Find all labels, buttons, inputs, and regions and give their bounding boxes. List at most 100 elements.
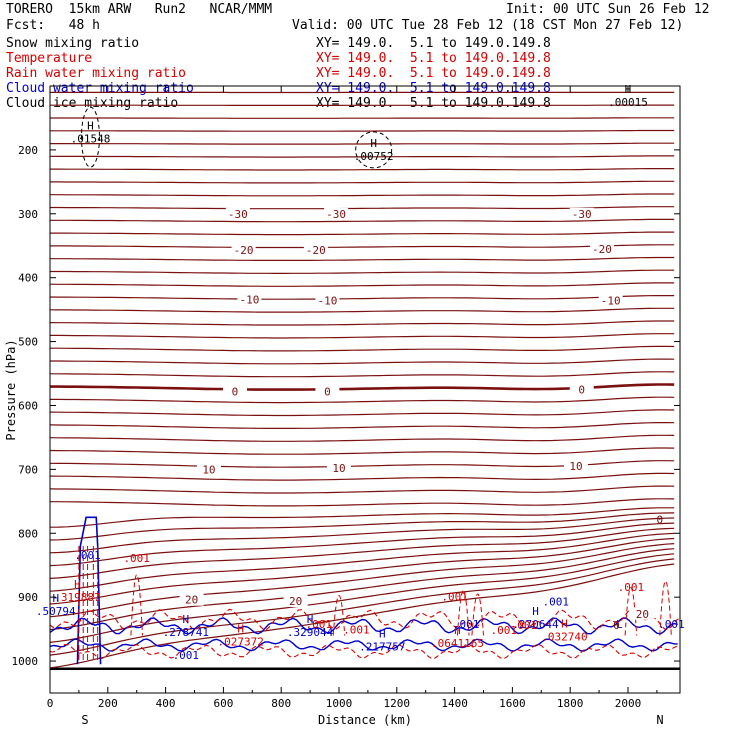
isotherm-label: 20 [636, 608, 649, 621]
isotherm-line [49, 537, 675, 605]
maximum-marker: H [454, 624, 461, 637]
legend-cloud-ice-label: Cloud ice mixing ratio [6, 96, 179, 111]
maximum-marker: H [370, 137, 377, 150]
isotherm-line [49, 307, 675, 313]
maximum-marker: H [87, 120, 94, 133]
maximum-value: .329044 [287, 626, 334, 639]
isotherm-label: 0 [324, 385, 331, 398]
header-fcst: Fcst: 48 h [6, 18, 100, 33]
isotherm-label-bg [303, 244, 328, 257]
maximum-value: .00752 [354, 150, 394, 163]
isotherm-label: 0 [578, 384, 585, 397]
y-tick-label: 900 [18, 591, 38, 604]
isotherm-line [50, 193, 675, 197]
contour-value-label: .001 [658, 618, 685, 631]
maximum-value: .01548 [71, 133, 111, 146]
rain-contour [659, 581, 672, 636]
isotherm-label: -20 [234, 244, 254, 257]
x-tick-label: 600 [213, 697, 233, 710]
isotherm-line [49, 434, 675, 442]
isotherm-label-bg [563, 460, 588, 473]
isotherm-line [50, 333, 675, 339]
y-axis-title: Pressure (hPa) [4, 339, 18, 440]
contour-value-label: L [616, 618, 623, 631]
isotherm-line [50, 396, 675, 404]
isotherm-line [49, 155, 675, 158]
contour-value-label: .001 [618, 581, 645, 594]
isotherm-label: -10 [239, 293, 259, 306]
isotherm-label: -30 [326, 208, 346, 221]
x-tick-label: 1000 [326, 697, 353, 710]
x-axis-title: Distance (km) [318, 713, 412, 727]
rain-contour [332, 595, 346, 636]
isotherm-line [49, 527, 675, 579]
isotherm-line [49, 512, 675, 541]
maximum-value: .50794 [36, 605, 76, 618]
isotherm-line [50, 244, 675, 249]
isotherm-line [49, 320, 675, 326]
contour-value-label: .001 [173, 649, 200, 662]
isotherm-line [49, 553, 675, 643]
isotherm-line [49, 522, 675, 567]
isotherm-line [49, 532, 675, 592]
contour-value-label: .001 [306, 618, 333, 631]
legend-snow-label: Snow mixing ratio [6, 36, 140, 51]
isotherm-label: 10 [202, 463, 215, 476]
maximum-marker: H [52, 592, 59, 605]
rain-contour [49, 643, 680, 660]
contour-value-label: .001 [74, 549, 101, 562]
legend-rain-xy: XY= 149.0. 5.1 to 149.0.149.8 [316, 66, 551, 81]
legend-rain-label: Rain water mixing ratio [6, 66, 187, 81]
x-tick-label: 1600 [499, 697, 526, 710]
south-label: S [81, 713, 88, 727]
isotherm-line [50, 168, 675, 171]
isotherm-label-bg [569, 383, 594, 396]
isotherm-label-bg [225, 207, 250, 220]
isotherm-label-bg [315, 385, 340, 398]
rain-contour [49, 608, 681, 631]
maximum-marker: H [379, 628, 386, 641]
x-tick-label: 1800 [557, 697, 584, 710]
north-label: N [656, 713, 663, 727]
isotherm-line [50, 129, 675, 132]
isotherm-label: 10 [332, 462, 345, 475]
legend-cloud-ice-xy: XY= 149.0. 5.1 to 149.0.149.8 [316, 96, 551, 111]
plot-frame [49, 85, 681, 694]
rain-contour [471, 593, 484, 636]
rain-contour [624, 587, 638, 636]
maximum-marker: H [183, 613, 190, 626]
maximum-value: .032740 [541, 630, 587, 643]
maximum-marker: H [74, 578, 81, 591]
isotherm-line [49, 472, 675, 481]
isotherm-line [50, 180, 675, 184]
isotherm-label: -20 [592, 243, 612, 256]
maximum-marker: H [532, 605, 539, 618]
isotherm-label: -20 [306, 244, 326, 257]
x-tick-label: 200 [98, 697, 118, 710]
isotherm-label-bg [326, 462, 351, 475]
isotherm-line [50, 117, 675, 119]
isotherm-line [49, 548, 675, 631]
isotherm-label-bg [283, 594, 308, 607]
y-tick-label: 500 [18, 336, 38, 349]
isotherm-label-bg [598, 294, 623, 307]
legend-temperature-xy: XY= 149.0. 5.1 to 149.0.149.8 [316, 51, 551, 66]
isotherm-line [50, 498, 675, 507]
y-tick-label: 200 [18, 144, 38, 157]
x-tick-label: 2000 [615, 697, 642, 710]
legend-temperature-label: Temperature [6, 51, 93, 66]
contour-value-label: .001 [123, 552, 150, 565]
isotherm-line [49, 563, 675, 669]
contour-value-label: 0 [613, 619, 620, 632]
maximum-value: .00015 [608, 96, 648, 109]
isotherm-line [49, 409, 675, 417]
legend-snow-xy: XY= 149.0. 5.1 to 149.0.149.8 [316, 36, 551, 51]
isotherm-label: 20 [185, 594, 198, 607]
x-tick-label: 0 [47, 697, 54, 710]
x-tick-label: 400 [156, 697, 176, 710]
isotherm-label-bg [222, 385, 247, 398]
isotherm-label: -10 [601, 295, 621, 308]
y-tick-label: 600 [18, 399, 38, 412]
cloud-water-contour [49, 638, 678, 652]
